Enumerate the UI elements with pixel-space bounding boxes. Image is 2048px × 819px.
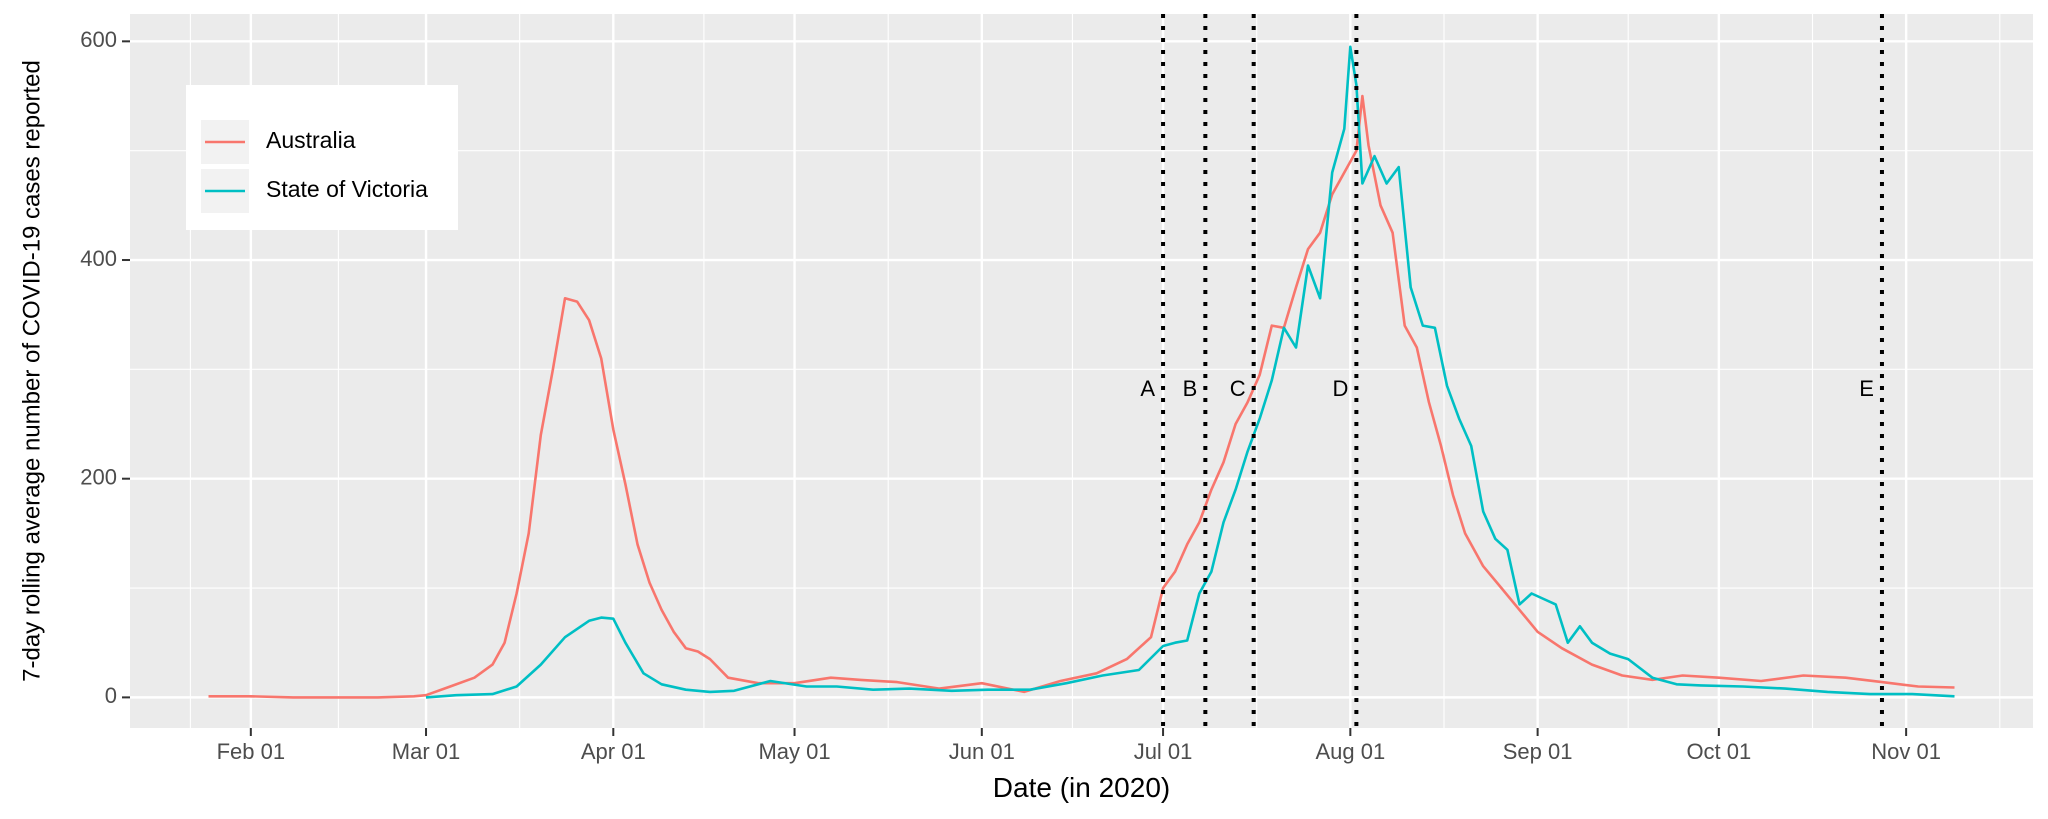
reference-lines: A B C D E	[1140, 14, 1884, 728]
y-axis: 0 200 400 600	[80, 27, 130, 708]
x-tick-label: Sep 01	[1503, 739, 1573, 764]
y-tick-label: 0	[105, 683, 117, 708]
legend-label-australia: Australia	[266, 127, 356, 153]
y-tick-label: 600	[80, 27, 117, 52]
series-layer	[208, 45, 1955, 699]
y-tick-label: 400	[80, 246, 117, 271]
vline-label-e: E	[1859, 376, 1874, 401]
vline-label-d: D	[1332, 376, 1348, 401]
legend-entry-victoria: State of Victoria	[201, 169, 428, 213]
x-tick-label: Aug 01	[1315, 739, 1385, 764]
x-tick-label: Apr 01	[581, 739, 646, 764]
x-axis-title: Date (in 2020)	[993, 772, 1170, 803]
x-tick-label: Jun 01	[949, 739, 1015, 764]
y-tick-label: 200	[80, 465, 117, 490]
vline-label-a: A	[1140, 376, 1155, 401]
legend: Australia State of Victoria	[186, 85, 458, 230]
x-tick-label: Feb 01	[217, 739, 286, 764]
vline-label-c: C	[1230, 376, 1246, 401]
x-axis: Feb 01 Mar 01 Apr 01 May 01 Jun 01 Jul 01 Aug …	[217, 728, 1941, 764]
y-axis-title: 7-day rolling average number of COVID-19…	[18, 60, 45, 682]
x-tick-label: Nov 01	[1871, 739, 1941, 764]
grid-major	[130, 14, 2033, 728]
series-line-australia	[208, 94, 1955, 699]
legend-label-victoria: State of Victoria	[266, 176, 428, 202]
legend-entry-australia: Australia	[201, 120, 356, 164]
vline-label-b: B	[1183, 376, 1198, 401]
x-tick-label: Oct 01	[1686, 739, 1751, 764]
x-tick-label: Jul 01	[1134, 739, 1193, 764]
x-tick-label: Mar 01	[392, 739, 460, 764]
series-line-victoria	[425, 45, 1955, 699]
x-tick-label: May 01	[758, 739, 830, 764]
